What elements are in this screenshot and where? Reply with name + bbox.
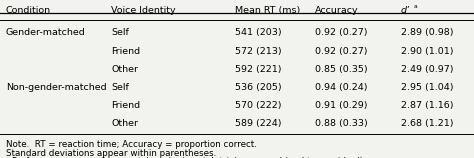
Text: Note.  RT = reaction time; Accuracy = proportion correct.: Note. RT = reaction time; Accuracy = pro… xyxy=(6,140,256,149)
Text: 570 (222): 570 (222) xyxy=(235,101,281,110)
Text: 0.92 (0.27): 0.92 (0.27) xyxy=(315,28,368,37)
Text: 592 (221): 592 (221) xyxy=(235,65,281,74)
Text: 572 (213): 572 (213) xyxy=(235,47,281,56)
Text: Other: Other xyxy=(111,119,138,128)
Text: 0.92 (0.27): 0.92 (0.27) xyxy=(315,47,368,56)
Text: Condition: Condition xyxy=(6,6,51,15)
Text: 2.89 (0.98): 2.89 (0.98) xyxy=(401,28,453,37)
Text: Non-gender-matched: Non-gender-matched xyxy=(6,83,106,92)
Text: Self: Self xyxy=(111,28,129,37)
Text: 0.88 (0.33): 0.88 (0.33) xyxy=(315,119,368,128)
Text: 589 (224): 589 (224) xyxy=(235,119,281,128)
Text: 2.95 (1.04): 2.95 (1.04) xyxy=(401,83,453,92)
Text: Voice Identity: Voice Identity xyxy=(111,6,176,15)
Text: 2.68 (1.21): 2.68 (1.21) xyxy=(401,119,453,128)
Text: 0.85 (0.35): 0.85 (0.35) xyxy=(315,65,368,74)
Text: Performance scores from match and mismatch trials are combined to provide dʹ sco: Performance scores from match and mismat… xyxy=(12,157,396,158)
Text: 0.91 (0.29): 0.91 (0.29) xyxy=(315,101,368,110)
Text: Other: Other xyxy=(111,65,138,74)
Text: Self: Self xyxy=(111,83,129,92)
Text: Standard deviations appear within parentheses.: Standard deviations appear within parent… xyxy=(6,149,216,158)
Text: 536 (205): 536 (205) xyxy=(235,83,281,92)
Text: 2.49 (0.97): 2.49 (0.97) xyxy=(401,65,453,74)
Text: 2.87 (1.16): 2.87 (1.16) xyxy=(401,101,453,110)
Text: Friend: Friend xyxy=(111,47,140,56)
Text: Friend: Friend xyxy=(111,101,140,110)
Text: a: a xyxy=(6,157,10,158)
Text: a: a xyxy=(414,4,418,9)
Text: 0.94 (0.24): 0.94 (0.24) xyxy=(315,83,368,92)
Text: Mean RT (ms): Mean RT (ms) xyxy=(235,6,300,15)
Text: 541 (203): 541 (203) xyxy=(235,28,281,37)
Text: dʹ: dʹ xyxy=(401,6,409,15)
Text: Gender-matched: Gender-matched xyxy=(6,28,85,37)
Text: 2.90 (1.01): 2.90 (1.01) xyxy=(401,47,453,56)
Text: Accuracy: Accuracy xyxy=(315,6,359,15)
